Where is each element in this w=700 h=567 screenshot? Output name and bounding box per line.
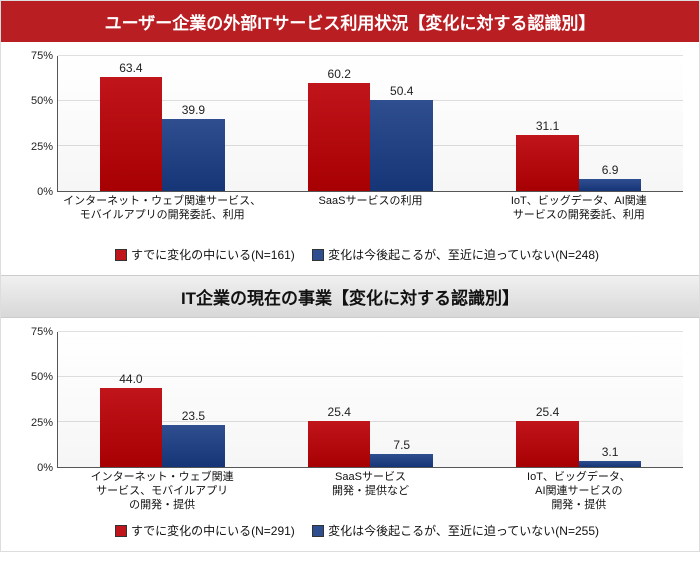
panel1-title: ユーザー企業の外部ITサービス利用状況【変化に対する認識別】 (1, 1, 699, 42)
ytick-label: 0% (1, 462, 53, 474)
bar (100, 77, 162, 191)
ytick-label: 75% (1, 50, 53, 62)
legend-label-series2: 変化は今後起こるが、至近に迫っていない(N=255) (328, 524, 599, 538)
value-label: 7.5 (393, 438, 410, 452)
category-label: インターネット・ウェブ関連サービス、モバイルアプリの開発委託、利用 (58, 191, 266, 223)
value-label: 3.1 (602, 445, 619, 459)
value-label: 63.4 (119, 61, 142, 75)
bar (308, 421, 370, 467)
panel2-title: IT企業の現在の事業【変化に対する認識別】 (1, 275, 699, 318)
ytick-label: 0% (1, 186, 53, 198)
category-label: インターネット・ウェブ関連サービス、モバイルアプリの開発・提供 (58, 467, 266, 512)
legend-swatch-series1 (115, 249, 127, 261)
value-label: 44.0 (119, 372, 142, 386)
panel-it-companies: IT企業の現在の事業【変化に対する認識別】 44.0 23.5 インターネット・ウェ… (1, 275, 699, 551)
bar-group: 63.439.9インターネット・ウェブ関連サービス、モバイルアプリの開発委託、利… (58, 56, 266, 191)
bar-group: 25.43.1IoT、ビッグデータ、AI関連サービスの開発・提供 (475, 332, 683, 467)
ytick-label: 25% (1, 141, 53, 153)
bar (162, 425, 224, 467)
ytick-label: 50% (1, 95, 53, 107)
bar (516, 135, 578, 191)
ytick-label: 75% (1, 326, 53, 338)
value-label: 50.4 (390, 84, 413, 98)
bar (370, 100, 432, 191)
category-label: IoT、ビッグデータ、AI関連サービスの開発委託、利用 (475, 191, 683, 223)
value-label: 6.9 (602, 163, 619, 177)
legend-label-series1: すでに変化の中にいる(N=291) (131, 524, 295, 538)
chart-container: ユーザー企業の外部ITサービス利用状況【変化に対する認識別】 63.4 39.9 イ… (0, 0, 700, 552)
panel2-plot: 44.023.5インターネット・ウェブ関連サービス、モバイルアプリの開発・提供2… (57, 332, 683, 468)
bar (579, 179, 641, 191)
legend-swatch-series1 (115, 525, 127, 537)
bar-group: 44.023.5インターネット・ウェブ関連サービス、モバイルアプリの開発・提供 (58, 332, 266, 467)
legend-label-series1: すでに変化の中にいる(N=161) (131, 248, 295, 262)
value-label: 31.1 (536, 119, 559, 133)
bar (162, 119, 224, 191)
bar (370, 454, 432, 468)
bar (100, 388, 162, 467)
bar (516, 421, 578, 467)
panel2-legend: すでに変化の中にいる(N=291) 変化は今後起こるが、至近に迫っていない(N=… (1, 518, 699, 551)
legend-swatch-series2 (312, 525, 324, 537)
value-label: 25.4 (536, 405, 559, 419)
panel-user-companies: ユーザー企業の外部ITサービス利用状況【変化に対する認識別】 63.4 39.9 イ… (1, 1, 699, 275)
panel1-legend: すでに変化の中にいる(N=161) 変化は今後起こるが、至近に迫っていない(N=… (1, 242, 699, 275)
legend-swatch-series2 (312, 249, 324, 261)
panel1-plot: 63.439.9インターネット・ウェブ関連サービス、モバイルアプリの開発委託、利… (57, 56, 683, 192)
value-label: 25.4 (328, 405, 351, 419)
ytick-label: 25% (1, 417, 53, 429)
bar-group: 25.47.5SaaSサービス開発・提供など (266, 332, 474, 467)
value-label: 23.5 (182, 409, 205, 423)
legend-label-series2: 変化は今後起こるが、至近に迫っていない(N=248) (328, 248, 599, 262)
bar-group: 60.250.4SaaSサービスの利用 (266, 56, 474, 191)
bar (308, 83, 370, 191)
value-label: 39.9 (182, 103, 205, 117)
panel1-chart: 63.4 39.9 インターネット・ウェブ関連サービス、モバイルアプリの開発委託、利… (1, 42, 699, 242)
category-label: SaaSサービスの利用 (266, 191, 474, 209)
category-label: SaaSサービス開発・提供など (266, 467, 474, 499)
panel2-chart: 44.0 23.5 インターネット・ウェブ関連サービス、モバイルアプリの開発・提供 2… (1, 318, 699, 518)
bar-group: 31.16.9IoT、ビッグデータ、AI関連サービスの開発委託、利用 (475, 56, 683, 191)
ytick-label: 50% (1, 371, 53, 383)
value-label: 60.2 (328, 67, 351, 81)
category-label: IoT、ビッグデータ、AI関連サービスの開発・提供 (475, 467, 683, 512)
